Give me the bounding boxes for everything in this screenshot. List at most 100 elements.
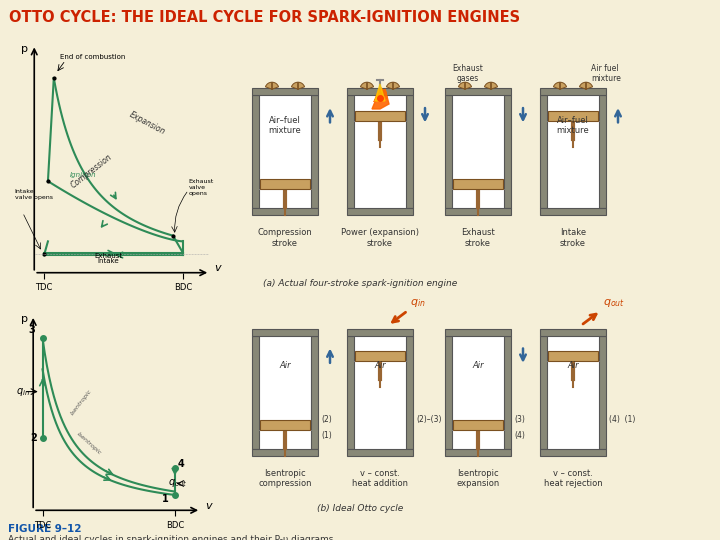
Text: (a) Actual four-stroke spark-ignition engine: (a) Actual four-stroke spark-ignition en… bbox=[263, 279, 457, 287]
Text: Isentropic: Isentropic bbox=[70, 388, 93, 416]
Bar bbox=[311, 95, 318, 208]
Text: $q_{in}$: $q_{in}$ bbox=[410, 296, 426, 308]
Text: Exhaust: Exhaust bbox=[94, 253, 122, 259]
Text: Intake
stroke: Intake stroke bbox=[560, 228, 586, 248]
Polygon shape bbox=[372, 87, 389, 109]
Bar bbox=[347, 208, 413, 215]
Text: 4: 4 bbox=[177, 460, 184, 469]
Bar bbox=[347, 95, 354, 208]
Text: Air: Air bbox=[279, 361, 291, 370]
Text: v – const.
heat rejection: v – const. heat rejection bbox=[544, 469, 603, 488]
Bar bbox=[540, 95, 547, 208]
Text: Air–fuel
mixture: Air–fuel mixture bbox=[269, 116, 302, 135]
Text: Expansion: Expansion bbox=[128, 110, 167, 136]
Bar bbox=[540, 88, 606, 95]
Bar bbox=[259, 95, 311, 208]
Text: Air–fuel
mixture: Air–fuel mixture bbox=[557, 116, 590, 135]
Bar bbox=[452, 95, 504, 208]
Bar bbox=[599, 95, 606, 208]
Bar bbox=[540, 336, 547, 449]
Text: (1): (1) bbox=[321, 431, 332, 440]
Bar bbox=[347, 329, 413, 336]
Bar bbox=[260, 179, 310, 190]
Text: Intake: Intake bbox=[98, 258, 120, 264]
Text: v – const.
heat addition: v – const. heat addition bbox=[352, 469, 408, 488]
Bar bbox=[504, 95, 511, 208]
Bar bbox=[445, 449, 511, 456]
Text: FIGURE 9–12: FIGURE 9–12 bbox=[8, 524, 81, 534]
Bar bbox=[252, 329, 318, 336]
Bar bbox=[252, 95, 259, 208]
Polygon shape bbox=[375, 84, 385, 101]
Bar bbox=[311, 336, 318, 449]
Wedge shape bbox=[387, 82, 400, 89]
Bar bbox=[540, 208, 606, 215]
Text: Exhaust
valve
opens: Exhaust valve opens bbox=[189, 179, 214, 196]
Bar bbox=[252, 88, 318, 95]
Bar bbox=[355, 111, 405, 121]
Bar bbox=[252, 336, 259, 449]
Bar bbox=[540, 329, 606, 336]
Text: Air: Air bbox=[472, 361, 484, 370]
Text: Compression
stroke: Compression stroke bbox=[258, 228, 312, 248]
Bar bbox=[252, 208, 318, 215]
Text: (2): (2) bbox=[321, 415, 332, 424]
Text: Exhaust
stroke: Exhaust stroke bbox=[461, 228, 495, 248]
Text: v: v bbox=[204, 502, 212, 511]
Text: End of combustion: End of combustion bbox=[60, 54, 125, 60]
Bar bbox=[445, 336, 452, 449]
Wedge shape bbox=[485, 82, 498, 89]
Bar bbox=[406, 336, 413, 449]
Bar bbox=[445, 88, 511, 95]
Text: Air: Air bbox=[567, 361, 579, 370]
Text: p: p bbox=[21, 314, 27, 324]
Text: 3: 3 bbox=[28, 325, 35, 335]
Bar bbox=[548, 111, 598, 121]
Text: (2)–(3): (2)–(3) bbox=[416, 415, 441, 424]
Text: Isentropic
compression: Isentropic compression bbox=[258, 469, 312, 488]
Wedge shape bbox=[459, 82, 472, 89]
Bar bbox=[347, 336, 354, 449]
Text: Air: Air bbox=[374, 361, 386, 370]
Bar bbox=[354, 336, 406, 449]
Bar bbox=[260, 420, 310, 430]
Bar bbox=[355, 352, 405, 361]
Text: $q_{in}$: $q_{in}$ bbox=[17, 386, 30, 397]
Text: $q_{out}$: $q_{out}$ bbox=[603, 296, 625, 308]
Bar bbox=[406, 95, 413, 208]
Bar bbox=[548, 352, 598, 361]
Wedge shape bbox=[292, 82, 305, 89]
Bar bbox=[452, 336, 504, 449]
Bar bbox=[347, 449, 413, 456]
Text: (4)  (1): (4) (1) bbox=[609, 415, 635, 424]
Text: Intake
valve opens: Intake valve opens bbox=[14, 189, 53, 200]
Bar bbox=[445, 95, 452, 208]
Text: Compression: Compression bbox=[69, 152, 114, 190]
Text: p: p bbox=[22, 44, 28, 54]
Text: 1: 1 bbox=[162, 494, 169, 504]
Bar bbox=[540, 449, 606, 456]
Bar bbox=[547, 336, 599, 449]
Wedge shape bbox=[361, 82, 374, 89]
Text: 2: 2 bbox=[30, 433, 37, 443]
Bar bbox=[445, 329, 511, 336]
Bar bbox=[453, 420, 503, 430]
Bar bbox=[504, 336, 511, 449]
Text: Exhaust
gases: Exhaust gases bbox=[453, 64, 483, 83]
Bar bbox=[347, 88, 413, 95]
Bar bbox=[599, 336, 606, 449]
Text: v: v bbox=[214, 263, 220, 273]
Text: Isentropic: Isentropic bbox=[76, 431, 102, 456]
Wedge shape bbox=[266, 82, 279, 89]
Bar bbox=[354, 95, 406, 208]
Text: $q_{out}$: $q_{out}$ bbox=[168, 477, 188, 489]
Bar bbox=[252, 449, 318, 456]
Bar bbox=[453, 179, 503, 190]
Bar bbox=[547, 95, 599, 208]
Text: (3): (3) bbox=[514, 415, 525, 424]
Text: (4): (4) bbox=[514, 431, 525, 440]
Wedge shape bbox=[580, 82, 593, 89]
Bar bbox=[259, 336, 311, 449]
Text: (b) Ideal Otto cycle: (b) Ideal Otto cycle bbox=[317, 504, 403, 513]
Text: Power (expansion)
stroke: Power (expansion) stroke bbox=[341, 228, 419, 248]
